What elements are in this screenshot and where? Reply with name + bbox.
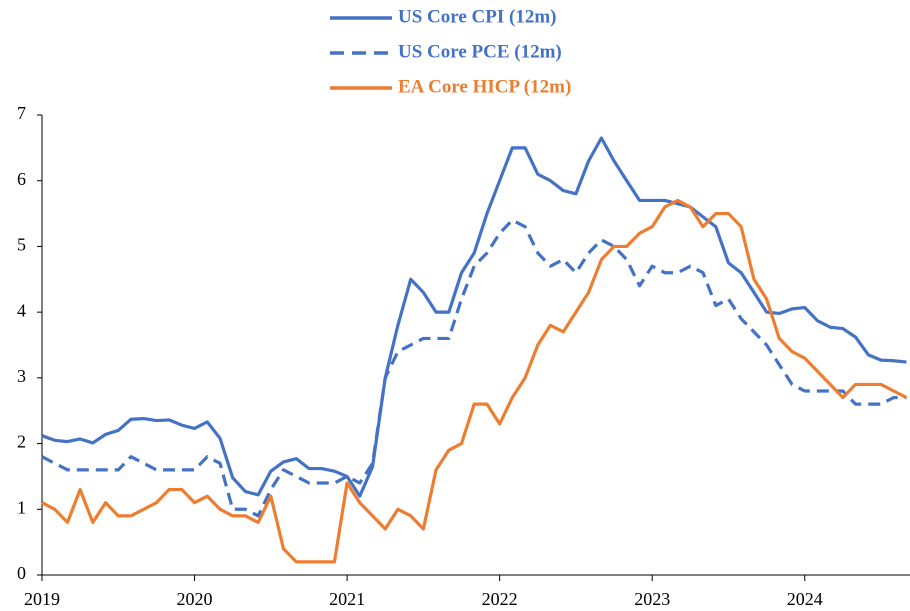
series-line <box>41 136 907 498</box>
y-tick-label: 1 <box>17 497 26 517</box>
legend-label: EA Core HICP (12m) <box>398 76 571 97</box>
series-line <box>41 218 907 518</box>
series-line <box>41 198 908 564</box>
y-tick-label: 3 <box>17 366 26 386</box>
legend-label: US Core CPI (12m) <box>398 6 557 27</box>
x-tick-label: 2021 <box>329 589 365 609</box>
x-tick-label: 2024 <box>787 589 823 609</box>
y-tick-label: 4 <box>17 300 26 320</box>
y-tick-label: 6 <box>17 169 26 189</box>
y-tick-label: 5 <box>17 235 26 255</box>
y-tick-label: 0 <box>17 563 26 583</box>
y-tick-label: 7 <box>17 103 26 123</box>
x-tick-label: 2023 <box>634 589 670 609</box>
x-tick-label: 2020 <box>177 589 213 609</box>
x-tick-label: 2019 <box>24 589 60 609</box>
legend-label: US Core PCE (12m) <box>398 41 562 62</box>
x-tick-label: 2022 <box>482 589 518 609</box>
y-tick-label: 2 <box>17 432 26 452</box>
